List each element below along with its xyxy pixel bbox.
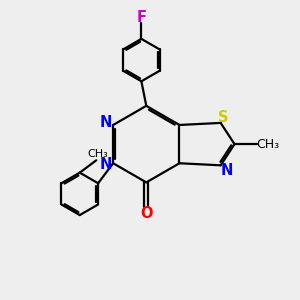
Text: F: F bbox=[136, 10, 146, 25]
Text: N: N bbox=[100, 157, 112, 172]
Text: S: S bbox=[218, 110, 229, 124]
Text: CH₃: CH₃ bbox=[87, 149, 108, 159]
Text: CH₃: CH₃ bbox=[256, 138, 279, 151]
Text: O: O bbox=[140, 206, 152, 221]
Text: N: N bbox=[221, 163, 233, 178]
Text: N: N bbox=[100, 115, 112, 130]
